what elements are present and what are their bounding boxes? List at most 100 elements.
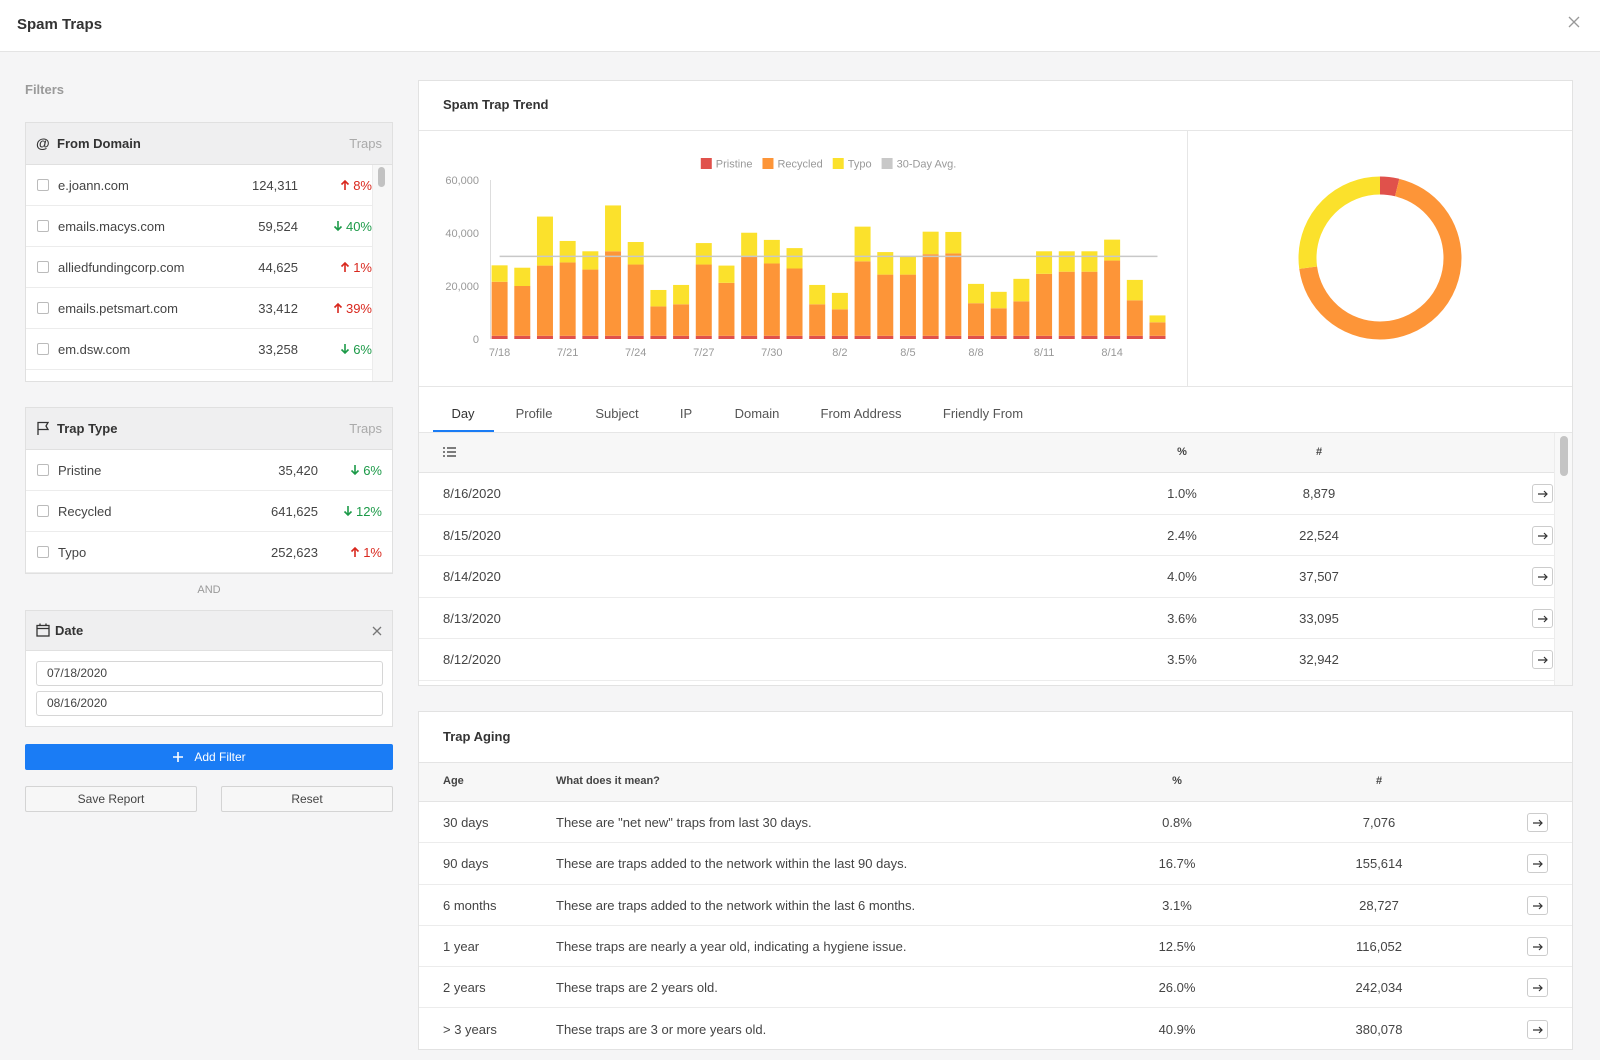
checkbox[interactable] [37, 220, 49, 232]
row-percent: 12.5% [1158, 938, 1196, 954]
row-age: 1 year [443, 938, 480, 954]
bar-segment [1081, 251, 1098, 272]
scrollbar-track [1554, 433, 1572, 685]
panel-header: Date [26, 611, 392, 651]
reset-button[interactable]: Reset [221, 786, 393, 812]
end-date-input[interactable]: 08/16/2020 [36, 691, 383, 716]
bar-segment [491, 265, 508, 282]
card-title: Trap Aging [443, 729, 511, 744]
tab[interactable]: Friendly From [942, 406, 1024, 421]
save-report-button[interactable]: Save Report [25, 786, 197, 812]
change-text: 6% [363, 463, 382, 478]
x-tick-label: 8/11 [1034, 347, 1055, 359]
bar-segment [605, 335, 622, 339]
scrollbar-thumb[interactable] [1560, 436, 1568, 476]
row-percent: 2.4% [1167, 527, 1197, 543]
checkbox[interactable] [37, 302, 49, 314]
row-open-button[interactable] [1532, 567, 1553, 586]
arrow-icon [1538, 656, 1548, 664]
bar-segment [741, 232, 758, 257]
bar-segment [922, 231, 939, 255]
panel-header: @ From Domain Traps [26, 123, 392, 165]
panel-title: Trap Type [57, 421, 118, 436]
column-label: Traps [349, 136, 382, 151]
tab[interactable]: IP [679, 406, 693, 421]
tab[interactable]: Domain [734, 406, 780, 421]
panel-title: From Domain [57, 136, 141, 151]
row-name: Recycled [58, 504, 112, 519]
row-count: 124,311 [251, 178, 298, 193]
checkbox[interactable] [37, 546, 49, 558]
row-count: 22,524 [1299, 527, 1339, 543]
checkbox[interactable] [37, 505, 49, 517]
divider [419, 386, 1572, 387]
row-name: em.dsw.com [58, 342, 131, 357]
filters-label: Filters [25, 82, 65, 97]
change-text: 39% [345, 301, 372, 316]
row-percent: 16.7% [1158, 856, 1196, 872]
row-percent: 4.0% [1167, 569, 1197, 584]
bar-segment [491, 335, 508, 339]
bar-segment [1058, 251, 1075, 272]
x-tick-label: 7/18 [489, 347, 510, 359]
bar-segment [877, 252, 894, 275]
divider [1187, 131, 1188, 386]
row-open-button[interactable] [1527, 936, 1548, 956]
tab[interactable]: Subject [595, 406, 639, 421]
checkbox[interactable] [37, 179, 49, 191]
divider [419, 130, 1572, 131]
bar-segment [831, 309, 848, 336]
scrollbar-thumb[interactable] [378, 167, 385, 187]
row-change: 6% [312, 342, 372, 358]
row-open-button[interactable] [1527, 813, 1548, 832]
row-open-button[interactable] [1532, 525, 1553, 545]
row-count: 116,052 [1355, 938, 1403, 954]
change-text: 1% [363, 545, 382, 560]
table-row: 8/13/2020 3.6% 33,095 [419, 598, 1554, 639]
bar-segment [673, 304, 690, 336]
row-open-button[interactable] [1532, 650, 1553, 669]
checkbox[interactable] [37, 261, 49, 273]
bar-segment [1104, 260, 1121, 336]
bar-segment [831, 292, 848, 310]
row-date: 8/16/2020 [443, 486, 501, 501]
row-change: 1% [322, 545, 382, 561]
tab[interactable]: Day [451, 406, 475, 421]
table-row: 8/15/2020 2.4% 22,524 [419, 515, 1554, 556]
remove-filter[interactable] [372, 626, 382, 636]
bar-segment [1081, 335, 1098, 339]
bar-segment [990, 291, 1007, 309]
close-button[interactable] [1567, 15, 1581, 29]
panel-icon: @ [36, 135, 50, 151]
bar-segment [1013, 278, 1030, 302]
row-open-button[interactable] [1527, 854, 1548, 874]
column-header: Age [443, 775, 464, 787]
row-open-button[interactable] [1527, 895, 1548, 915]
checkbox[interactable] [37, 464, 49, 476]
column-header: # [1315, 446, 1323, 458]
bar-segment [945, 335, 962, 339]
arrow-icon [1533, 943, 1543, 951]
row-open-button[interactable] [1527, 978, 1548, 998]
column-header: % [1177, 446, 1187, 458]
bar-segment [673, 335, 690, 339]
row-count: 37,507 [1299, 569, 1339, 584]
trend-arrow [351, 546, 360, 557]
tab[interactable]: From Address [820, 406, 902, 421]
add-filter-button[interactable]: Add Filter [25, 744, 393, 770]
legend-swatch [700, 158, 712, 169]
x-tick-label: 7/21 [557, 347, 578, 359]
tab[interactable]: Profile [515, 406, 553, 421]
bar-segment [718, 265, 735, 283]
row-count: 252,623 [271, 545, 318, 560]
table-row: 8/16/2020 1.0% 8,879 [419, 473, 1554, 515]
row-open-button[interactable] [1532, 608, 1553, 628]
row-name: emails.macys.com [58, 219, 165, 234]
bar-segment [1149, 315, 1166, 323]
legend-swatch [881, 158, 893, 169]
trend-arrow [351, 465, 360, 476]
checkbox[interactable] [37, 343, 49, 355]
row-open-button[interactable] [1527, 1019, 1548, 1039]
start-date-input[interactable]: 07/18/2020 [36, 661, 383, 686]
row-open-button[interactable] [1532, 484, 1553, 503]
